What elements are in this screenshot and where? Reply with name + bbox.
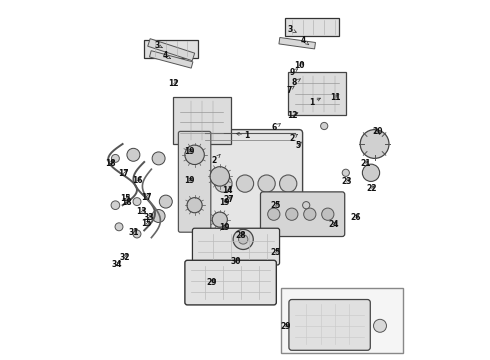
Text: 4: 4 [163,51,171,60]
FancyBboxPatch shape [185,260,276,305]
Polygon shape [147,39,195,61]
Circle shape [239,235,248,244]
Circle shape [133,230,141,238]
Circle shape [320,122,328,130]
Text: 8: 8 [292,78,300,87]
Text: 29: 29 [207,278,217,287]
Text: 19: 19 [219,223,229,232]
Bar [281,288,403,353]
Text: 12: 12 [169,79,179,88]
Text: 18: 18 [105,159,115,168]
Polygon shape [285,18,339,36]
FancyBboxPatch shape [193,228,280,265]
Text: 1: 1 [236,131,249,140]
Text: 31: 31 [129,228,139,237]
Text: 24: 24 [328,220,339,229]
Text: 18: 18 [122,198,132,207]
Text: 19: 19 [184,176,195,185]
Circle shape [159,195,172,208]
Circle shape [233,229,253,249]
Text: 10: 10 [294,61,304,70]
Text: 17: 17 [141,193,151,202]
Circle shape [111,201,120,210]
Polygon shape [279,37,316,49]
Text: 9: 9 [289,68,297,77]
Circle shape [342,169,349,176]
Circle shape [152,152,165,165]
Text: 15: 15 [120,194,131,203]
Text: 20: 20 [372,127,383,136]
Circle shape [321,208,334,220]
Text: 17: 17 [118,169,129,178]
Circle shape [133,198,141,206]
Text: 26: 26 [351,213,361,222]
Text: 6: 6 [272,123,280,132]
Text: 19: 19 [184,148,195,157]
Circle shape [303,202,310,209]
Text: 12: 12 [287,112,298,120]
Circle shape [363,164,380,181]
Text: 23: 23 [341,177,352,186]
Text: 5: 5 [296,141,301,150]
Text: 1: 1 [309,98,320,107]
Text: 28: 28 [235,231,246,240]
Text: 2: 2 [212,154,220,165]
Text: 29: 29 [280,323,291,331]
Text: 21: 21 [360,159,371,168]
Circle shape [268,208,280,220]
Text: 4: 4 [301,36,309,45]
Text: 34: 34 [112,260,122,269]
Polygon shape [144,40,198,58]
Circle shape [215,175,232,192]
Circle shape [236,175,254,192]
Text: 7: 7 [286,86,294,95]
Text: 27: 27 [223,195,234,204]
Text: 30: 30 [231,256,241,266]
Polygon shape [288,72,346,115]
Text: 3: 3 [287,25,296,34]
FancyBboxPatch shape [178,131,211,232]
Text: 11: 11 [330,94,341,103]
Circle shape [210,167,229,186]
Circle shape [304,208,316,220]
Circle shape [373,319,387,332]
Text: 15: 15 [141,220,151,229]
Text: 32: 32 [119,253,130,262]
Text: 25: 25 [270,248,281,257]
Text: 22: 22 [367,184,377,193]
Text: 3: 3 [154,41,162,50]
Circle shape [360,130,389,158]
Circle shape [152,210,165,222]
Circle shape [286,208,298,220]
Text: 25: 25 [270,202,281,210]
Circle shape [187,198,202,213]
Circle shape [280,175,297,192]
Polygon shape [173,97,231,144]
Text: 2: 2 [289,134,297,143]
Text: 14: 14 [222,186,233,195]
Circle shape [115,223,123,231]
FancyBboxPatch shape [198,130,303,234]
FancyBboxPatch shape [261,192,345,237]
Text: 33: 33 [143,213,154,222]
Polygon shape [149,51,193,68]
Circle shape [127,148,140,161]
Text: 16: 16 [132,176,142,185]
Circle shape [185,145,204,165]
Text: 13: 13 [136,207,147,216]
Circle shape [111,154,120,162]
FancyBboxPatch shape [289,300,370,350]
Circle shape [212,212,227,227]
Circle shape [258,175,275,192]
Text: 19: 19 [219,198,229,207]
